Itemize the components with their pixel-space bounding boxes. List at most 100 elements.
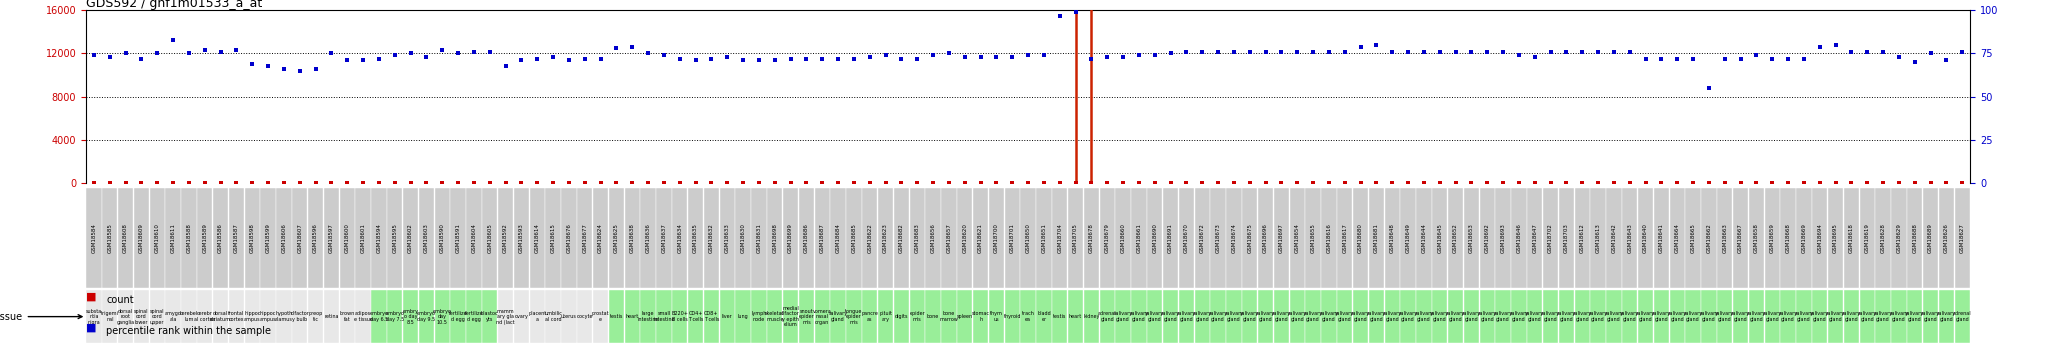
Point: [141, 180, 174, 186]
Text: GSM18591: GSM18591: [455, 223, 461, 253]
Text: GSM18592: GSM18592: [504, 223, 508, 253]
Text: GSM18650: GSM18650: [1026, 223, 1030, 253]
Point: [631, 180, 664, 186]
Bar: [1257, 188, 1274, 288]
Point: [506, 58, 539, 63]
Bar: [1194, 188, 1210, 288]
Bar: [1528, 188, 1542, 288]
Text: salivary
gland: salivary gland: [1430, 312, 1450, 322]
Bar: [150, 188, 166, 288]
Bar: [1479, 188, 1495, 288]
Bar: [705, 188, 719, 288]
Point: [616, 180, 649, 186]
Point: [1139, 180, 1171, 186]
Text: embryo
day
10.5: embryo day 10.5: [432, 309, 453, 325]
Bar: [498, 290, 514, 343]
Point: [1518, 180, 1550, 186]
Point: [520, 180, 553, 186]
Text: GSM18618: GSM18618: [1849, 223, 1853, 253]
Bar: [481, 188, 498, 288]
Text: GSM18673: GSM18673: [1217, 223, 1221, 253]
Point: [346, 58, 379, 63]
Bar: [1354, 290, 1368, 343]
Bar: [1147, 290, 1163, 343]
Text: trigemi
nal: trigemi nal: [100, 312, 119, 322]
Point: [680, 58, 713, 63]
Text: salivary
gland: salivary gland: [1841, 312, 1862, 322]
Bar: [276, 188, 291, 288]
Point: [694, 56, 727, 61]
Bar: [1180, 290, 1194, 343]
Point: [1360, 180, 1393, 186]
Bar: [1290, 290, 1305, 343]
Bar: [768, 188, 782, 288]
Text: percentile rank within the sample: percentile rank within the sample: [106, 326, 272, 336]
Point: [868, 180, 901, 186]
Text: salivary
gland: salivary gland: [1763, 312, 1782, 322]
Bar: [1606, 290, 1622, 343]
Text: GSM18633: GSM18633: [725, 223, 729, 253]
Bar: [752, 188, 766, 288]
Text: GSM18643: GSM18643: [1628, 223, 1632, 253]
Point: [315, 51, 348, 56]
Text: GSM18609: GSM18609: [139, 223, 143, 253]
Text: GSM18598: GSM18598: [250, 223, 254, 253]
Text: salivary
gland: salivary gland: [1778, 312, 1798, 322]
Point: [236, 180, 268, 186]
Text: GSM18703: GSM18703: [1565, 223, 1569, 253]
Text: GSM18611: GSM18611: [170, 223, 176, 253]
Bar: [1890, 290, 1907, 343]
Point: [791, 180, 823, 186]
Bar: [403, 188, 418, 288]
Text: GSM18628: GSM18628: [1880, 223, 1886, 253]
Text: fertilize
d egg: fertilize d egg: [465, 312, 483, 322]
Bar: [1194, 290, 1210, 343]
Text: bladd
er: bladd er: [1036, 312, 1051, 322]
Text: salivary
gland: salivary gland: [1208, 312, 1227, 322]
Bar: [1907, 290, 1923, 343]
Bar: [1923, 290, 1937, 343]
Bar: [1116, 290, 1130, 343]
Text: GSM18610: GSM18610: [156, 223, 160, 253]
Text: GSM18587: GSM18587: [233, 223, 240, 253]
Point: [805, 56, 838, 61]
Point: [1122, 52, 1155, 58]
Point: [379, 52, 412, 58]
Point: [268, 180, 301, 186]
Bar: [1780, 290, 1796, 343]
Text: adrenal
gland: adrenal gland: [1098, 312, 1116, 322]
Point: [1835, 180, 1868, 186]
Text: GSM18663: GSM18663: [1722, 223, 1726, 253]
Bar: [387, 188, 401, 288]
Text: ■: ■: [86, 323, 96, 333]
Point: [1597, 180, 1630, 186]
Text: GSM18593: GSM18593: [518, 223, 524, 253]
Text: salivary
gland: salivary gland: [1700, 312, 1718, 322]
Text: GSM18682: GSM18682: [899, 223, 903, 253]
Text: pancre
as: pancre as: [862, 312, 879, 322]
Text: adipos
e tissue: adipos e tissue: [354, 312, 373, 322]
Bar: [879, 290, 893, 343]
Text: GSM18694: GSM18694: [1817, 223, 1823, 253]
Point: [1028, 52, 1061, 58]
Text: thym
us: thym us: [989, 312, 1004, 322]
Text: salivary
gland: salivary gland: [1540, 312, 1561, 322]
Bar: [862, 188, 877, 288]
Text: GSM18600: GSM18600: [344, 223, 350, 253]
Point: [393, 180, 426, 186]
Point: [1313, 49, 1346, 55]
Text: olfactor
y bulb: olfactor y bulb: [291, 312, 309, 322]
Text: GSM18606: GSM18606: [281, 223, 287, 253]
Point: [680, 180, 713, 186]
Point: [158, 37, 190, 42]
Point: [1407, 49, 1440, 55]
Text: GSM18651: GSM18651: [1042, 223, 1047, 253]
Point: [1393, 49, 1425, 55]
Text: GSM18596: GSM18596: [313, 223, 317, 253]
Point: [616, 44, 649, 49]
Bar: [514, 188, 528, 288]
Bar: [989, 188, 1004, 288]
Bar: [752, 290, 766, 343]
Text: GSM18589: GSM18589: [203, 223, 207, 253]
Bar: [594, 290, 608, 343]
